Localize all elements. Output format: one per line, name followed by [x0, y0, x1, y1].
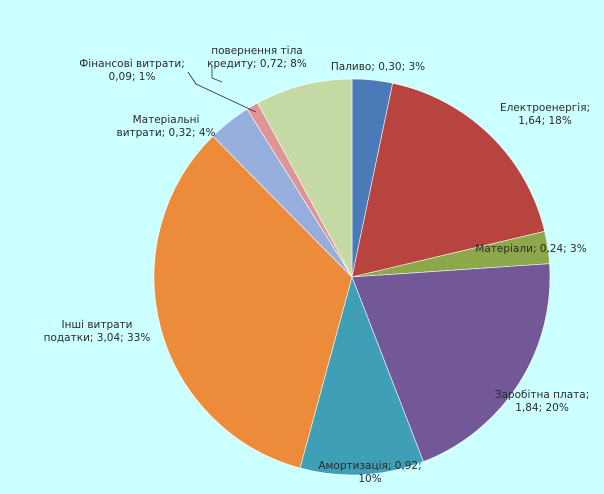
- slice-label-line: витрати; 0,32; 4%: [117, 127, 216, 139]
- pie-slice-9: [257, 78, 353, 278]
- slice-label-5: Амортизація; 0,92; 10%: [318, 460, 421, 485]
- slice-label-line: Інші витрати: [62, 319, 133, 331]
- slice-label-line: Фінансові витрати;: [79, 58, 184, 70]
- slice-label-line: Матеріальні: [133, 114, 200, 126]
- slice-label-line: податки; 3,04; 33%: [44, 332, 151, 344]
- slice-label-line: Електроенергія;: [500, 102, 590, 114]
- pie-slice-5: [299, 276, 424, 476]
- slice-label-line: 1,64; 18%: [518, 115, 572, 127]
- slice-label-line: кредиту; 0,72; 8%: [207, 58, 307, 70]
- slice-label-line: 10%: [358, 473, 381, 485]
- pie-slices: [153, 78, 551, 476]
- slice-label-line: Паливо; 0,30; 3%: [331, 61, 425, 73]
- slice-label-4: Заробітна плата; 1,84; 20%: [495, 389, 590, 414]
- slice-label-line: 1,84; 20%: [515, 402, 569, 414]
- slice-label-8: Фінансові витрати; 0,09; 1%: [79, 58, 184, 83]
- slice-label-line: Заробітна плата;: [495, 389, 590, 401]
- slice-label-1: Паливо; 0,30; 3%: [331, 61, 425, 73]
- slice-label-line: 0,09; 1%: [109, 71, 156, 83]
- slice-label-line: Амортизація; 0,92;: [318, 460, 421, 472]
- leader-lines: [187, 66, 257, 113]
- slice-label-line: Матеріали; 0,24; 3%: [475, 243, 586, 255]
- slice-label-9: повернення тіла кредиту; 0,72; 8%: [207, 45, 307, 70]
- pie-slice-4: [351, 263, 551, 463]
- slice-label-7: Матеріальні витрати; 0,32; 4%: [117, 114, 216, 139]
- slice-labels: Паливо; 0,30; 3% Електроенергія; 1,64; 18%…: [44, 45, 590, 485]
- pie-slice-2: [351, 82, 546, 278]
- slice-label-3: Матеріали; 0,24; 3%: [475, 243, 586, 255]
- pie-slice-6: [153, 135, 353, 469]
- slice-label-2: Електроенергія; 1,64; 18%: [500, 102, 590, 127]
- slice-label-line: повернення тіла: [211, 45, 303, 57]
- leader-line-8: [187, 71, 257, 113]
- leader-line-9: [211, 66, 223, 83]
- slice-label-6: Інші витрати податки; 3,04; 33%: [44, 319, 151, 344]
